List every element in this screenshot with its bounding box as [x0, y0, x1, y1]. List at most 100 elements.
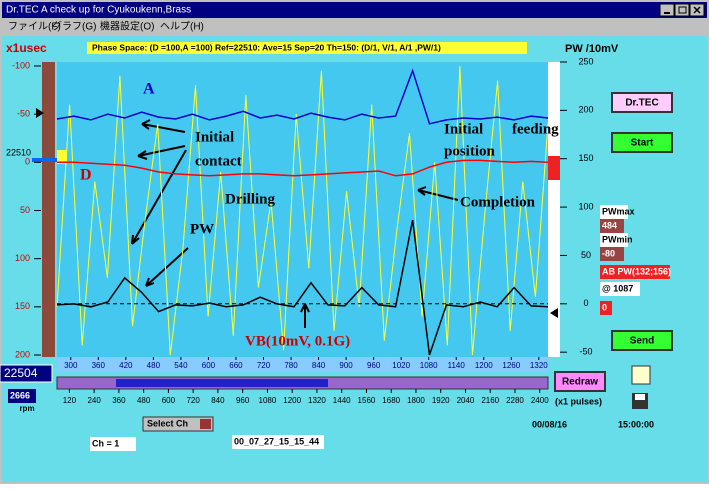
annotation: Initial: [444, 121, 483, 137]
y-tick-label: 200: [15, 349, 30, 359]
y2-tick-label: 200: [578, 105, 593, 115]
x2-tick-label: 1440: [333, 396, 351, 405]
annotation: D: [80, 167, 92, 184]
y-tick-label: 50: [20, 205, 30, 215]
right-bar: [548, 62, 560, 357]
annotation: contact: [195, 153, 242, 169]
range-thumb[interactable]: [116, 379, 328, 387]
annotation: Initial: [195, 129, 234, 145]
pw-min: -80: [602, 248, 615, 258]
x2-tick-label: 1200: [283, 396, 301, 405]
y2-tick-label: 250: [578, 56, 593, 66]
x2-tick-label: 2040: [457, 396, 475, 405]
window-title: Dr.TEC A check up for Cyukoukenn,Brass: [6, 5, 191, 16]
pw-min-box: [600, 247, 624, 261]
x-tick-label: 360: [92, 361, 106, 370]
y2-tick-label: 150: [578, 153, 593, 163]
ref-marker: [32, 158, 57, 162]
x2-tick-label: 480: [137, 396, 151, 405]
left-arrow-marker: [36, 108, 44, 118]
icons[interactable]: [631, 365, 651, 409]
x-tick-label: 900: [339, 361, 353, 370]
x-tick-label: 1140: [448, 361, 466, 370]
y2-axis-title: PW /10mV: [565, 43, 619, 55]
annotation: VB(10mV, 0.1G): [245, 333, 350, 349]
ref-marker-yellow: [57, 150, 67, 164]
speed-box: [8, 389, 36, 403]
x2-tick-label: 720: [186, 396, 200, 405]
pw-min-label: PWmin: [602, 234, 633, 244]
x-tick-label: 420: [119, 361, 133, 370]
menu-item[interactable]: 機器設定(O): [100, 20, 154, 33]
select-arrow[interactable]: [200, 419, 211, 429]
right-arrow-marker: [550, 308, 558, 318]
at-value: @ 1087: [602, 283, 633, 293]
x-tick-label: 840: [312, 361, 326, 370]
window-controls[interactable]: [659, 3, 705, 17]
at-value-box: [600, 282, 640, 296]
y2-tick-label: 0: [583, 298, 588, 308]
button-label[interactable]: Dr.TEC: [625, 98, 658, 109]
button[interactable]: [611, 132, 673, 153]
y2-tick-label: 50: [581, 250, 591, 260]
signal-line: [56, 219, 549, 356]
x-tick-label: 600: [202, 361, 216, 370]
x-tick-label: 480: [147, 361, 161, 370]
x2-tick-label: 840: [211, 396, 225, 405]
x-tick-label: 660: [229, 361, 243, 370]
signal-line: [56, 65, 549, 356]
menu-item[interactable]: ヘルプ(H): [160, 21, 204, 33]
pw-max-box: [600, 219, 624, 233]
button[interactable]: [554, 371, 606, 392]
annotation: Drilling: [225, 191, 276, 207]
button-label[interactable]: Redraw: [562, 377, 598, 388]
pw-min-label-box: [600, 233, 628, 247]
time: 15:00:00: [618, 419, 654, 429]
y-tick-label: 0: [25, 157, 30, 167]
x2-tick-label: 960: [236, 396, 250, 405]
y-tick-label: -100: [12, 60, 30, 70]
button-label[interactable]: Send: [630, 336, 654, 347]
select-box[interactable]: [142, 416, 214, 432]
pw-max-label: PWmax: [602, 206, 635, 216]
x2-tick-label: 1920: [432, 396, 450, 405]
menu-item[interactable]: ファイル(F): [8, 22, 61, 33]
x-tick-label: 1020: [392, 361, 410, 370]
y2-tick-label: -50: [579, 347, 592, 357]
button-label[interactable]: Start: [631, 138, 654, 149]
header: Phase Space: (D =100,A =100) Ref=22510: …: [92, 42, 441, 52]
y-tick-label: 150: [15, 301, 30, 311]
x-tick-label: 1320: [530, 361, 548, 370]
date: 00/08/16: [532, 419, 567, 429]
right-level: [548, 156, 560, 180]
annotation-arrows: [131, 119, 459, 328]
menu-item[interactable]: グラフ(G): [52, 20, 96, 33]
file-name: 00_07_27_15_15_44: [234, 436, 319, 446]
count-box: [600, 301, 612, 315]
x2-tick-label: 120: [63, 396, 77, 405]
channel: Ch = 1: [92, 438, 119, 448]
x-tick-label: 720: [257, 361, 271, 370]
x2-tick-label: 2160: [481, 396, 499, 405]
x2-tick-label: 360: [112, 396, 126, 405]
x2-tick-label: 1080: [259, 396, 277, 405]
channel-box: [90, 437, 136, 451]
select[interactable]: Select Ch: [147, 418, 188, 428]
x-tick-label: 1260: [502, 361, 520, 370]
x2-tick-label: 1320: [308, 396, 326, 405]
button[interactable]: [611, 330, 673, 351]
x2-tick-label: 2400: [531, 396, 549, 405]
x-tick-label: 1080: [420, 361, 438, 370]
annotation: PW: [190, 221, 214, 237]
pw-max: 484: [602, 220, 617, 230]
y-tick-label: -50: [17, 109, 30, 119]
x2-tick-label: 1680: [382, 396, 400, 405]
signal-line: [56, 68, 549, 125]
x2-tick-label: 1800: [407, 396, 425, 405]
x-tick-label: 1200: [475, 361, 493, 370]
x-tick-label: 300: [64, 361, 78, 370]
button[interactable]: [611, 92, 673, 113]
ab-pw-box: [600, 265, 670, 279]
signal-line: [57, 159, 549, 177]
